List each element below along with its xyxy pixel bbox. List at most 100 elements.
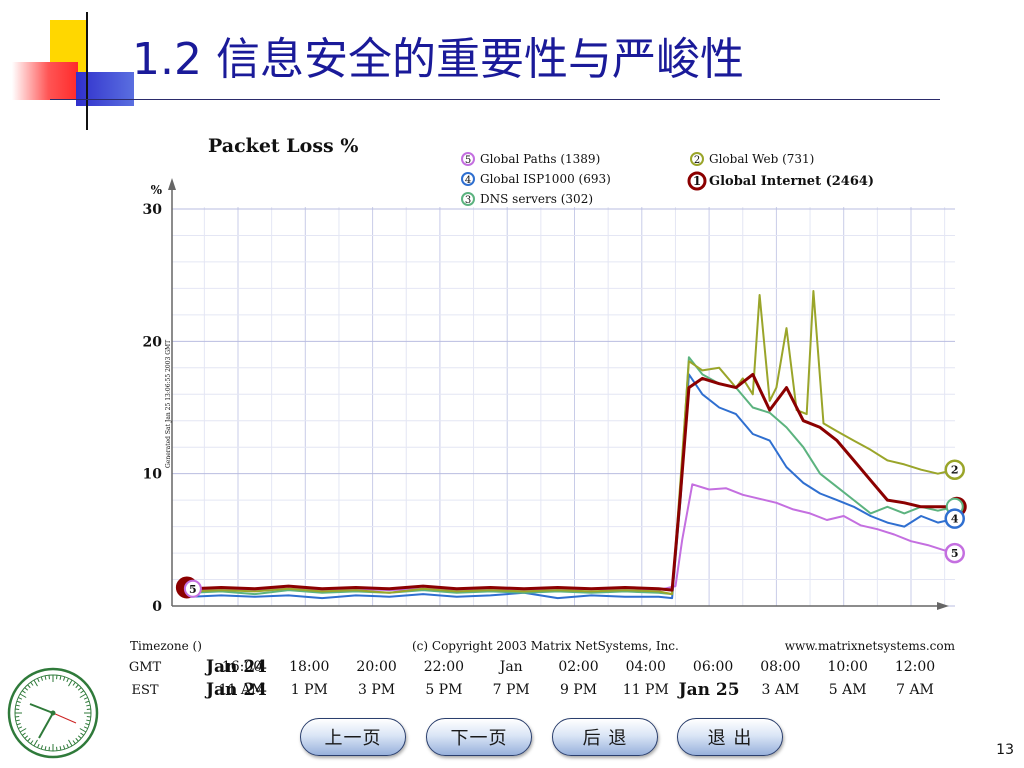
gmt-row-date: Jan 24 [204, 657, 267, 677]
clock-tick [21, 690, 26, 694]
clock-tick [18, 697, 23, 700]
start-badge-paths [183, 579, 202, 598]
gmt-row-label: GMT [129, 660, 162, 675]
generated-note: Generated Sat Jan 25 13:06:55 2003 GMT [165, 340, 172, 468]
legend-label: Global Paths (1389) [480, 152, 600, 166]
exit-button[interactable]: 退 出 [677, 718, 783, 756]
y-tick-label: 0 [152, 599, 162, 615]
est-row-date: Jan 24 [204, 680, 267, 700]
legend-marker-number: 5 [465, 155, 471, 166]
legend-marker-number: 4 [465, 175, 471, 186]
clock-tick [77, 687, 82, 691]
chart-labels: 0 10 20 30% Generated Sat Jan 25 13:06:55 20… [129, 135, 956, 700]
legend-item: 3 DNS servers (302) [461, 192, 593, 206]
est-row-tick: 7 PM [493, 682, 530, 698]
clock-tick [15, 719, 20, 722]
clock-tick [16, 723, 21, 726]
y-axis-arrow [168, 178, 176, 190]
clock-tick [86, 719, 91, 722]
est-row-tick: 3 PM [358, 682, 395, 698]
legend-marker [687, 171, 707, 191]
website-label: www.matrixnetsystems.com [785, 639, 956, 653]
gmt-row-tick: 18:00 [289, 659, 329, 675]
clock-tick [83, 726, 88, 729]
chart-title: Packet Loss % [208, 135, 358, 157]
clock-tick [75, 737, 79, 742]
clock-tick [40, 676, 43, 681]
clock-tick [68, 679, 73, 687]
series-line [190, 372, 955, 592]
legend-label: Global ISP1000 (693) [480, 172, 611, 186]
legend-item: 1 Global Internet (2464) [687, 171, 874, 191]
clock-tick [21, 732, 26, 736]
gmt-row-tick: 20:00 [356, 659, 396, 675]
clock-tick [33, 679, 38, 687]
back-button[interactable]: 后 退 [552, 718, 658, 756]
page-number: 13 [996, 742, 1014, 758]
legend-item: 4 Global ISP1000 (693) [461, 172, 611, 186]
clock-tick [40, 745, 43, 750]
legend-marker-number: 2 [694, 155, 700, 166]
decor-red-square [12, 62, 78, 100]
chart-badges: 5 2 4 5 [175, 459, 967, 599]
est-row-tick: 9 PM [560, 682, 597, 698]
legend-label: Global Web (731) [709, 152, 814, 166]
legend-label: DNS servers (302) [480, 192, 593, 206]
clock-tick [83, 697, 88, 700]
timezone-label: Timezone () [130, 639, 202, 653]
est-row-tick: 5 AM [829, 682, 867, 698]
packet-loss-chart: 5 2 4 5 5 Global Paths (1389) 4 Global ISP1000… [129, 135, 967, 700]
end-badge [944, 542, 965, 564]
est-row-tick: 1 PM [291, 682, 328, 698]
clock-icon [6, 666, 100, 760]
clock-tick [75, 684, 79, 689]
next-page-button[interactable]: 下一页 [426, 718, 532, 756]
est-row-tick: 3 AM [761, 682, 799, 698]
prev-page-button[interactable]: 上一页 [300, 718, 406, 756]
end-badge-number: 4 [951, 513, 959, 526]
clock-tick [33, 739, 38, 747]
clock-tick [59, 675, 62, 680]
clock-tick [44, 746, 47, 751]
clock-tick [18, 726, 23, 729]
clock-tick [24, 687, 29, 691]
est-row-tick: 5 PM [425, 682, 462, 698]
gmt-row-tick: 06:00 [693, 659, 733, 675]
gmt-row-tick: 22:00 [424, 659, 464, 675]
gmt-row-tick: 02:00 [558, 659, 598, 675]
clock-tick [30, 740, 34, 745]
clock-tick [63, 676, 66, 681]
clock-tick [37, 678, 40, 683]
legend-marker [461, 152, 475, 166]
clock-tick [86, 704, 91, 707]
end-badge-number: 2 [951, 464, 959, 477]
est-row-label: EST [131, 683, 158, 698]
clock-tick [63, 745, 66, 750]
clock-tick [24, 735, 29, 739]
copyright-label: (c) Copyright 2003 Matrix NetSystems, In… [412, 639, 679, 653]
start-badge-paths-number: 5 [189, 583, 197, 596]
clock-tick [19, 728, 27, 733]
clock-tick [85, 700, 90, 703]
legend-marker-number: 3 [465, 195, 471, 206]
legend-item: 5 Global Paths (1389) [461, 152, 600, 166]
clock-tick [85, 723, 90, 726]
clock-tick [16, 700, 21, 703]
decor-horizontal-line [50, 99, 940, 100]
clock-tick [79, 728, 87, 733]
legend-marker [461, 192, 475, 206]
clock-tick [68, 739, 73, 747]
clock-tick [37, 743, 40, 748]
y-tick-label: 20 [143, 334, 163, 350]
gmt-row-tick: 10:00 [828, 659, 868, 675]
clock-tick [80, 690, 85, 694]
chart-legend: 5 Global Paths (1389) 4 Global ISP1000 (693… [461, 152, 874, 206]
clock-tick [59, 746, 62, 751]
gmt-row-tick: Jan [498, 659, 523, 675]
clock-tick [66, 678, 69, 683]
clock-tick [72, 740, 76, 745]
end-badge [944, 459, 965, 480]
legend-marker-number: 1 [693, 174, 701, 188]
est-row-tick: 7 AM [896, 682, 934, 698]
est-row-tick: 11 AM [219, 682, 266, 698]
